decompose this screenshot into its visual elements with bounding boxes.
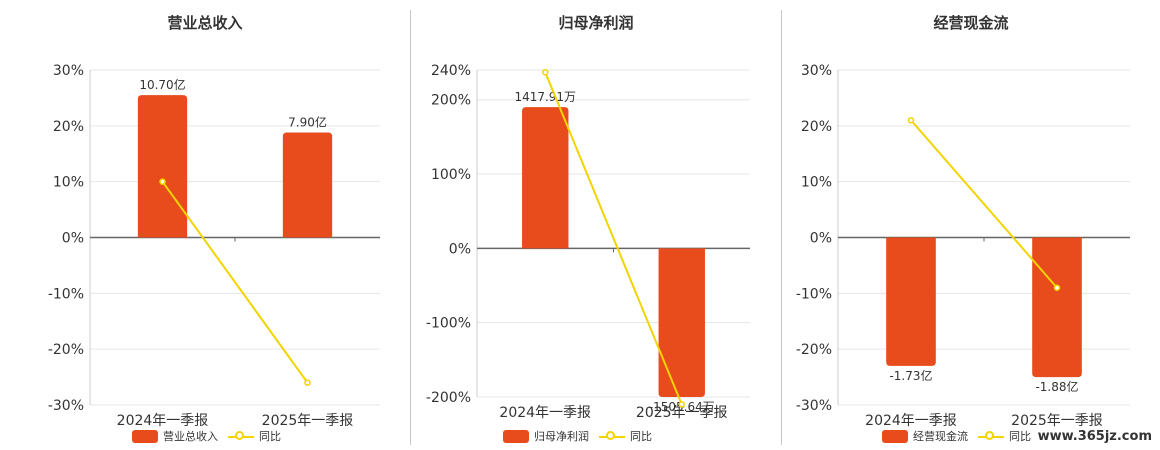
legend-bar-label[interactable]: 归母净利润: [534, 430, 589, 443]
chart-title: 经营现金流: [933, 14, 1009, 32]
x-tick-label: 2024年一季报: [117, 413, 209, 429]
x-tick-label: 2024年一季报: [499, 405, 591, 421]
bar-data-label: -1.88亿: [1035, 379, 1078, 394]
bar: [1032, 237, 1082, 378]
chart-svg-net-profit: 240% 200% 100% 0% -100% -200% 2024年一季报 2025年一季报…: [426, 63, 750, 421]
line-point: [907, 117, 915, 124]
chart-panel-cash-flow: 经营现金流 30% 20% 10% 0% -10% -20% -30% 2024年一季报 202…: [782, 0, 1160, 450]
legend-line-swatch: [599, 430, 625, 443]
x-tick-label: 2024年一季报: [865, 413, 957, 429]
legend-line-swatch: [978, 430, 1004, 443]
bar: [137, 95, 188, 238]
y-tick-label: -20%: [48, 342, 84, 358]
y-tick-label: -30%: [48, 398, 84, 414]
y-tick-label: -10%: [48, 286, 84, 302]
y-tick-label: 100%: [431, 167, 471, 183]
y-tick-label: 10%: [53, 175, 84, 191]
line-series: [544, 71, 683, 405]
bar-data-label: -1.73亿: [889, 368, 932, 383]
y-tick-label: -10%: [796, 286, 832, 302]
y-tick-label: 30%: [801, 63, 832, 79]
y-tick-label: -20%: [796, 342, 832, 358]
bar-data-label: 1417.91万: [514, 90, 576, 104]
legend-bar-swatch: [882, 429, 908, 443]
line-point: [1053, 284, 1061, 291]
y-tick-label: 30%: [53, 63, 84, 79]
legend: 经营现金流 同比: [882, 428, 1031, 444]
legend-line-label[interactable]: 同比: [1009, 430, 1031, 443]
bar: [658, 248, 705, 397]
legend: 营业总收入 同比: [132, 428, 281, 444]
watermark: www.365jz.com: [1037, 429, 1152, 444]
y-tick-label: 0%: [810, 231, 832, 247]
line-point: [542, 68, 549, 76]
chart-svg-cash-flow: 30% 20% 10% 0% -10% -20% -30% 2024年一季报 2025年一季报 -…: [796, 63, 1130, 429]
chart-title: 营业总收入: [167, 14, 243, 32]
y-tick-label: 10%: [801, 175, 832, 191]
panel-divider: [781, 10, 782, 445]
bar: [282, 132, 333, 238]
chart-title: 归母净利润: [558, 14, 634, 32]
legend-bar-swatch: [132, 429, 158, 443]
line-series: [161, 181, 309, 384]
legend-line-label[interactable]: 同比: [630, 430, 652, 443]
y-tick-label: -200%: [426, 390, 471, 406]
chart-panel-net-profit: 归母净利润 240% 200% 100% 0% -100% -200% 2024年一季报 20…: [411, 0, 781, 450]
legend-bar-label[interactable]: 经营现金流: [913, 430, 968, 443]
chart-panel-revenue: 营业总收入 30% 20% 10% 0% -10% -20% -30% 2024年一季报 202…: [0, 0, 410, 450]
legend-bar-label[interactable]: 营业总收入: [163, 430, 218, 443]
legend-line-label[interactable]: 同比: [259, 430, 281, 443]
line-point: [678, 401, 685, 408]
y-tick-label: -30%: [796, 398, 832, 414]
line-point: [304, 379, 311, 386]
legend-bar-swatch: [503, 429, 529, 443]
y-tick-label: -100%: [426, 316, 471, 332]
line-point: [159, 178, 166, 185]
y-tick-label: 0%: [62, 231, 84, 247]
chart-svg-revenue: 30% 20% 10% 0% -10% -20% -30% 2024年一季报 2025年一季报 1…: [48, 63, 380, 429]
y-tick-label: 200%: [431, 93, 471, 109]
x-tick-label: 2025年一季报: [636, 405, 728, 421]
y-tick-label: 20%: [801, 119, 832, 135]
x-tick-label: 2025年一季报: [262, 413, 354, 429]
x-tick-label: 2025年一季报: [1011, 413, 1103, 429]
bar: [886, 237, 936, 366]
y-tick-label: 240%: [431, 63, 471, 79]
y-tick-label: 0%: [449, 241, 471, 257]
legend: 归母净利润 同比: [503, 428, 652, 444]
panel-divider: [410, 10, 411, 445]
bar: [522, 107, 569, 249]
bar-data-label: 10.70亿: [139, 77, 185, 92]
line-series: [910, 119, 1058, 289]
legend-line-swatch: [228, 430, 254, 443]
y-tick-label: 20%: [53, 119, 84, 135]
bar-data-label: 7.90亿: [288, 115, 327, 130]
